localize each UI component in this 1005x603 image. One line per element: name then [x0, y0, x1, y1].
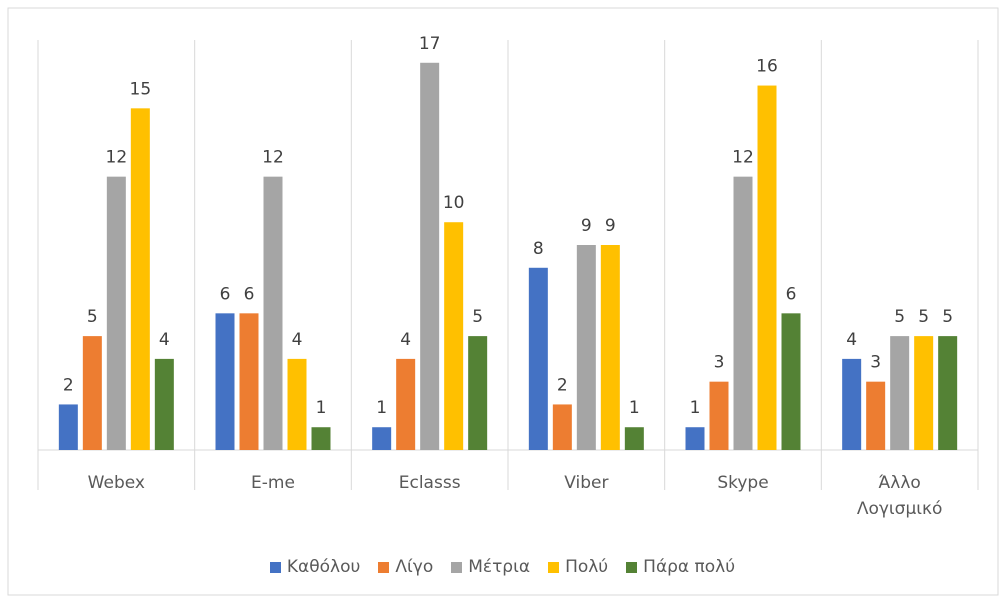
- bar: [287, 358, 307, 450]
- legend-label: Πολύ: [565, 557, 609, 577]
- legend: Καθόλου Λίγο Μέτρια Πολύ Πάρα πολύ: [0, 557, 1005, 577]
- legend-label: Καθόλου: [286, 557, 361, 577]
- data-label: 5: [472, 307, 483, 327]
- bar: [215, 313, 235, 450]
- legend-swatch: [269, 561, 281, 573]
- data-label: 12: [732, 148, 754, 168]
- bar: [600, 245, 620, 450]
- data-label: 5: [87, 307, 98, 327]
- bar: [311, 427, 331, 450]
- bar: [528, 267, 548, 450]
- data-label: 4: [400, 330, 411, 350]
- bar: [130, 108, 150, 450]
- bar: [733, 176, 753, 450]
- legend-item: Πάρα πολύ: [626, 557, 735, 577]
- x-tick-label: Skype: [717, 473, 769, 493]
- bar: [914, 336, 934, 450]
- bar: [576, 245, 596, 450]
- data-label: 3: [870, 353, 881, 373]
- bar: [239, 313, 259, 450]
- legend-swatch: [626, 561, 638, 573]
- bar: [396, 358, 416, 450]
- data-label: 1: [316, 398, 327, 418]
- data-label: 5: [894, 307, 905, 327]
- data-label: 9: [581, 216, 592, 236]
- legend-swatch: [451, 561, 463, 573]
- bar: [420, 62, 440, 451]
- bar: [552, 404, 572, 450]
- data-label: 6: [244, 284, 255, 304]
- bar: [781, 313, 801, 450]
- data-label: 1: [690, 398, 701, 418]
- data-label: 1: [629, 398, 640, 418]
- legend-label: Λίγο: [395, 557, 434, 577]
- x-tick-label: Άλλο Λογισμικό: [856, 473, 943, 519]
- bar: [624, 427, 644, 450]
- bar: [468, 336, 488, 450]
- data-label: 16: [756, 57, 778, 77]
- data-label: 4: [846, 330, 857, 350]
- data-label: 12: [262, 148, 284, 168]
- bar: [866, 381, 886, 450]
- bar: [444, 222, 464, 450]
- data-label: 6: [786, 284, 797, 304]
- data-label: 2: [63, 375, 74, 395]
- data-label: 8: [533, 239, 544, 259]
- legend-swatch: [548, 561, 560, 573]
- legend-item: Λίγο: [378, 557, 433, 577]
- bar: [106, 176, 126, 450]
- data-label: 5: [918, 307, 929, 327]
- bar: [757, 85, 777, 451]
- data-label: 12: [106, 148, 128, 168]
- x-tick-label: Viber: [564, 473, 609, 493]
- legend-item: Μέτρια: [451, 557, 530, 577]
- data-label: 1: [376, 398, 387, 418]
- data-label: 3: [714, 353, 725, 373]
- legend-label: Μέτρια: [468, 557, 531, 577]
- data-label: 2: [557, 375, 568, 395]
- data-label: 9: [605, 216, 616, 236]
- data-label: 17: [419, 34, 441, 54]
- bar: [263, 176, 283, 450]
- x-tick-label: Webex: [87, 473, 145, 493]
- data-label: 6: [220, 284, 231, 304]
- bar: [685, 427, 705, 450]
- legend-label: Πάρα πολύ: [643, 557, 736, 577]
- bar: [709, 381, 729, 450]
- x-tick-label: Eclasss: [398, 473, 461, 493]
- legend-swatch: [378, 561, 390, 573]
- chart-border: [7, 7, 999, 596]
- x-tick-label: E-me: [251, 473, 295, 493]
- data-label: 4: [292, 330, 303, 350]
- bar: [82, 336, 102, 450]
- legend-item: Καθόλου: [269, 557, 361, 577]
- data-label: 15: [130, 79, 152, 99]
- bar: [890, 336, 910, 450]
- bar: [372, 427, 392, 450]
- bar: [154, 358, 174, 450]
- data-label: 10: [443, 193, 465, 213]
- data-label: 5: [942, 307, 953, 327]
- data-label: 4: [159, 330, 170, 350]
- legend-item: Πολύ: [548, 557, 608, 577]
- bar: [842, 358, 862, 450]
- bar: [58, 404, 78, 450]
- bar: [938, 336, 958, 450]
